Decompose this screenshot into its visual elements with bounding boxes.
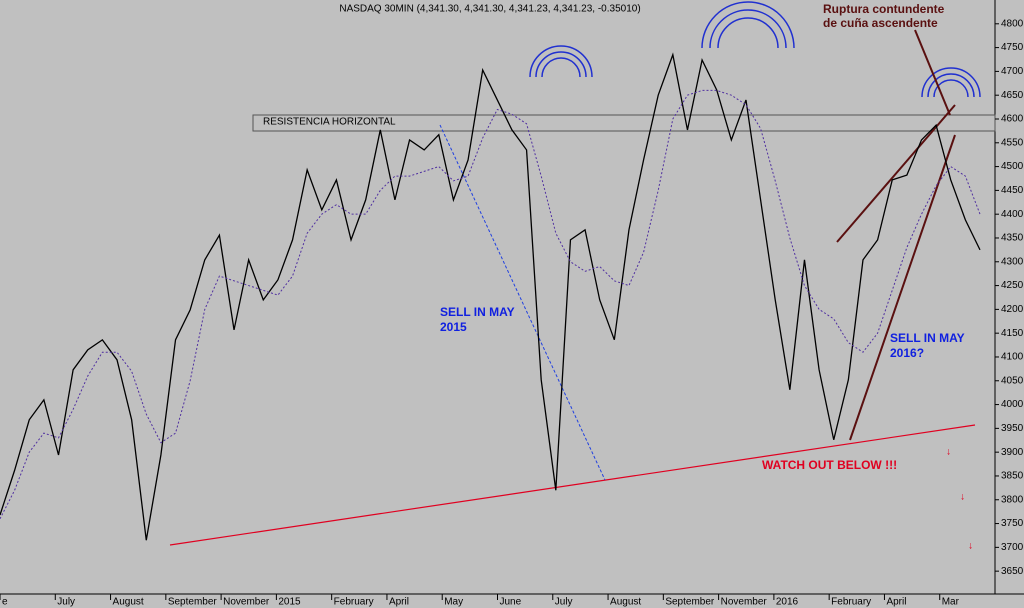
resistance-label: RESISTENCIA HORIZONTAL: [263, 117, 396, 128]
y-tick-label: 4500: [1001, 161, 1024, 172]
x-tick-label: 2016: [776, 597, 799, 608]
y-tick-label: 3950: [1001, 423, 1024, 434]
x-tick-label: February: [831, 597, 871, 608]
series-line: [0, 52, 981, 541]
svg-text:↓: ↓: [968, 541, 973, 552]
x-tick-label: February: [334, 597, 374, 608]
x-tick-label: e: [2, 597, 8, 608]
y-tick-label: 3650: [1001, 566, 1024, 577]
y-tick-label: 4800: [1001, 18, 1024, 29]
x-tick-label: 2015: [278, 597, 301, 608]
y-tick-label: 4250: [1001, 280, 1024, 291]
y-tick-label: 4100: [1001, 352, 1024, 363]
x-tick-label: November: [721, 597, 768, 608]
y-tick-label: 4300: [1001, 256, 1024, 267]
x-tick-label: June: [500, 597, 522, 608]
y-tick-label: 4650: [1001, 90, 1024, 101]
y-tick-label: 4000: [1001, 399, 1024, 410]
x-tick-label: July: [555, 597, 573, 608]
series-line: [0, 89, 981, 520]
y-tick-label: 3800: [1001, 494, 1024, 505]
chart-title: NASDAQ 30MIN (4,341.30, 4,341.30, 4,341.…: [339, 4, 640, 15]
resistance-box: [252, 114, 996, 132]
sell-2016: 2016?: [890, 346, 924, 360]
x-tick-label: September: [168, 597, 218, 608]
sell-line: [439, 124, 606, 481]
support-line: [169, 424, 976, 546]
y-tick-label: 4400: [1001, 209, 1024, 220]
y-tick-label: 4550: [1001, 137, 1024, 148]
y-tick-label: 4050: [1001, 375, 1024, 386]
svg-text:↓: ↓: [946, 447, 951, 458]
y-tick-label: 3700: [1001, 542, 1024, 553]
svg-text:↓: ↓: [960, 492, 965, 503]
x-tick-label: July: [57, 597, 75, 608]
watch-label: WATCH OUT BELOW !!!: [762, 458, 897, 472]
arcs: [529, 1, 981, 98]
y-tick-label: 4200: [1001, 304, 1024, 315]
x-tick-label: April: [886, 597, 906, 608]
rupture-label: Ruptura contundente: [823, 2, 945, 16]
sell-2015: SELL IN MAY: [440, 305, 515, 319]
y-tick-label: 4750: [1001, 42, 1024, 53]
y-tick-label: 3750: [1001, 518, 1024, 529]
x-tick-label: August: [113, 597, 144, 608]
x-tick-label: August: [610, 597, 641, 608]
rupture-label: de cuña ascendente: [823, 16, 938, 30]
wedge: [836, 29, 956, 441]
x-tick-label: Mar: [942, 597, 960, 608]
sell-2016: SELL IN MAY: [890, 331, 965, 345]
x-tick-label: April: [389, 597, 409, 608]
x-tick-label: September: [665, 597, 715, 608]
arrows: ↓ ↓ ↓: [946, 447, 973, 552]
y-tick-label: 3900: [1001, 447, 1024, 458]
y-tick-label: 4450: [1001, 185, 1024, 196]
sell-2015: 2015: [440, 320, 467, 334]
y-tick-label: 4600: [1001, 114, 1024, 125]
y-tick-label: 4150: [1001, 328, 1024, 339]
y-tick-label: 4350: [1001, 233, 1024, 244]
x-tick-label: November: [223, 597, 270, 608]
y-tick-label: 3850: [1001, 471, 1024, 482]
y-tick-label: 4700: [1001, 66, 1024, 77]
x-tick-label: May: [444, 597, 463, 608]
